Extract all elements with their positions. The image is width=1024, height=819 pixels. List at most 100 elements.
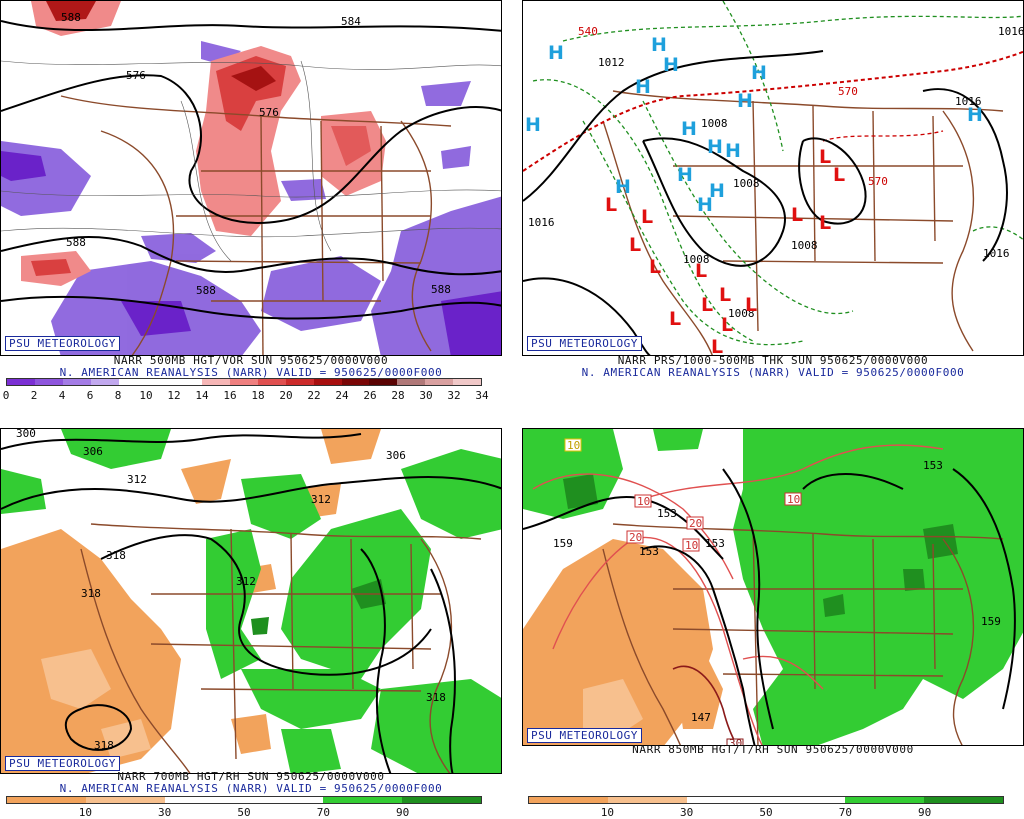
contour-label: 540 bbox=[578, 25, 598, 38]
colorbar-tick-label: 6 bbox=[86, 389, 94, 402]
contour-label: 153 bbox=[639, 545, 659, 558]
colorbar-swatch bbox=[608, 797, 687, 803]
colorbar-swatch bbox=[62, 379, 91, 385]
colorbar-swatch bbox=[165, 797, 244, 803]
temp-label: 10 bbox=[685, 539, 698, 552]
contour-label: 318 bbox=[81, 587, 101, 600]
contour-label: 312 bbox=[311, 493, 331, 506]
high-pressure-marker: H bbox=[737, 90, 753, 112]
low-pressure-marker: L bbox=[721, 314, 733, 336]
contour-label: 1008 bbox=[728, 307, 755, 320]
contour-label: 1008 bbox=[701, 117, 728, 130]
contour-label: 318 bbox=[106, 549, 126, 562]
high-pressure-marker: H bbox=[725, 140, 741, 162]
contour-label: 312 bbox=[236, 575, 256, 588]
panel-700mb-rh: 300 306 312 306 312 318 318 312 318 318 … bbox=[0, 428, 502, 819]
contour-label: 1008 bbox=[733, 177, 760, 190]
temp-label: 20 bbox=[629, 531, 642, 544]
low-pressure-marker: L bbox=[695, 260, 707, 282]
colorbar-swatch bbox=[118, 379, 147, 385]
high-pressure-marker: H bbox=[651, 34, 667, 56]
thin-contours bbox=[1, 60, 501, 262]
colorbar-tick-label: 30 bbox=[419, 389, 433, 402]
high-pressure-markers: H H H H H H H H H H H H H H H bbox=[525, 34, 983, 216]
low-pressure-marker: L bbox=[819, 146, 831, 168]
contour-label: 159 bbox=[553, 537, 573, 550]
low-pressure-marker: L bbox=[649, 256, 661, 278]
high-pressure-marker: H bbox=[615, 176, 631, 198]
colorbar-swatch bbox=[924, 797, 1003, 803]
temp-label-box: 10 bbox=[682, 538, 700, 552]
psu-meteorology-badge: PSU METEOROLOGY bbox=[527, 336, 642, 351]
colorbar-swatch bbox=[7, 379, 35, 385]
colorbar-swatch bbox=[7, 797, 86, 803]
contour-label: 318 bbox=[94, 739, 114, 752]
contour-label: 570 bbox=[838, 85, 858, 98]
temp-label-box: 10 bbox=[634, 494, 652, 508]
temp-label-box: 20 bbox=[686, 516, 704, 530]
colorbar-swatch bbox=[323, 797, 402, 803]
temp-label: 10 bbox=[567, 439, 580, 452]
contour-label: 576 bbox=[259, 106, 279, 119]
political-boundaries bbox=[602, 523, 1004, 745]
contour-label: 1016 bbox=[983, 247, 1010, 260]
colorbar-swatch bbox=[313, 379, 342, 385]
low-pressure-marker: L bbox=[745, 294, 757, 316]
colorbar-tick-label: 0 bbox=[2, 389, 10, 402]
map-700mb-rh: 300 306 312 306 312 318 318 312 318 318 … bbox=[0, 428, 502, 774]
temp-label-box: 10 bbox=[784, 492, 802, 506]
contour-label: 1016 bbox=[998, 25, 1024, 38]
colorbar-swatch bbox=[86, 797, 165, 803]
contour-label: 1016 bbox=[528, 216, 555, 229]
colorbar-tick-label: 10 bbox=[139, 389, 153, 402]
high-pressure-marker: H bbox=[525, 114, 541, 136]
contour-label: 153 bbox=[923, 459, 943, 472]
dry-core bbox=[583, 679, 643, 739]
contour-label: 306 bbox=[83, 445, 103, 458]
colorbar-tick-label: 18 bbox=[251, 389, 265, 402]
colorbar-tick-label: 28 bbox=[391, 389, 405, 402]
colorbar-swatch bbox=[285, 379, 314, 385]
low-pressure-markers: L L L L L L L L L L L L L L L bbox=[605, 146, 845, 355]
colorbar-tick-label: 34 bbox=[475, 389, 489, 402]
colorbar-swatch bbox=[244, 797, 323, 803]
contour-label: 588 bbox=[61, 11, 81, 24]
temp-label-box: 20 bbox=[626, 530, 644, 544]
colorbar-tick-label: 4 bbox=[58, 389, 66, 402]
warm-temperature-contour bbox=[672, 665, 738, 745]
caption-valid: N. AMERICAN REANALYSIS (NARR) VALID = 95… bbox=[59, 782, 443, 795]
map-pressure-thickness: 540 1012 1016 1016 1008 1008 1016 1008 1… bbox=[522, 0, 1024, 356]
contour-label: 1008 bbox=[683, 253, 710, 266]
contour-label: 312 bbox=[127, 473, 147, 486]
low-pressure-marker: L bbox=[819, 212, 831, 234]
colorbar-swatch bbox=[230, 379, 258, 385]
contour-label-group: 540 1012 1016 1016 1008 1008 1016 1008 1… bbox=[528, 25, 1024, 320]
contour-label-group: 300 306 312 306 312 318 318 312 318 318 bbox=[16, 429, 446, 752]
temp-label: 20 bbox=[689, 517, 702, 530]
colorbar-tick-label: 26 bbox=[363, 389, 377, 402]
high-pressure-marker: H bbox=[548, 42, 564, 64]
caption-title: NARR PRS/1000-500MB THK SUN 950625/0000V… bbox=[617, 354, 929, 367]
panel-850mb-temperature-rh: 159 153 153 159 147 153 153 10 10 20 20 … bbox=[522, 428, 1024, 819]
temperature-labels: 10 10 20 20 10 30 10 bbox=[564, 438, 802, 745]
colorbar-swatch bbox=[369, 379, 398, 385]
low-pressure-marker: L bbox=[791, 204, 803, 226]
contour-label: 588 bbox=[431, 283, 451, 296]
colorbar-tick-label: 2 bbox=[30, 389, 38, 402]
colorbar-tick-label: 20 bbox=[279, 389, 293, 402]
temp-label: 10 bbox=[637, 495, 650, 508]
contour-label: 147 bbox=[691, 711, 711, 724]
contour-label: 584 bbox=[341, 15, 361, 28]
contour-label: 588 bbox=[66, 236, 86, 249]
low-pressure-marker: L bbox=[605, 194, 617, 216]
high-pressure-marker: H bbox=[707, 136, 723, 158]
political-boundaries bbox=[602, 90, 1004, 355]
contour-label: 588 bbox=[196, 284, 216, 297]
high-pressure-marker: H bbox=[751, 62, 767, 84]
contour-label: 1012 bbox=[598, 56, 625, 69]
colorbar-tick-label: 10 bbox=[78, 806, 92, 819]
temp-label: 10 bbox=[787, 493, 800, 506]
contour-label: 306 bbox=[386, 449, 406, 462]
colorbar-tick-label: 24 bbox=[335, 389, 349, 402]
colorbar-swatch bbox=[34, 379, 63, 385]
